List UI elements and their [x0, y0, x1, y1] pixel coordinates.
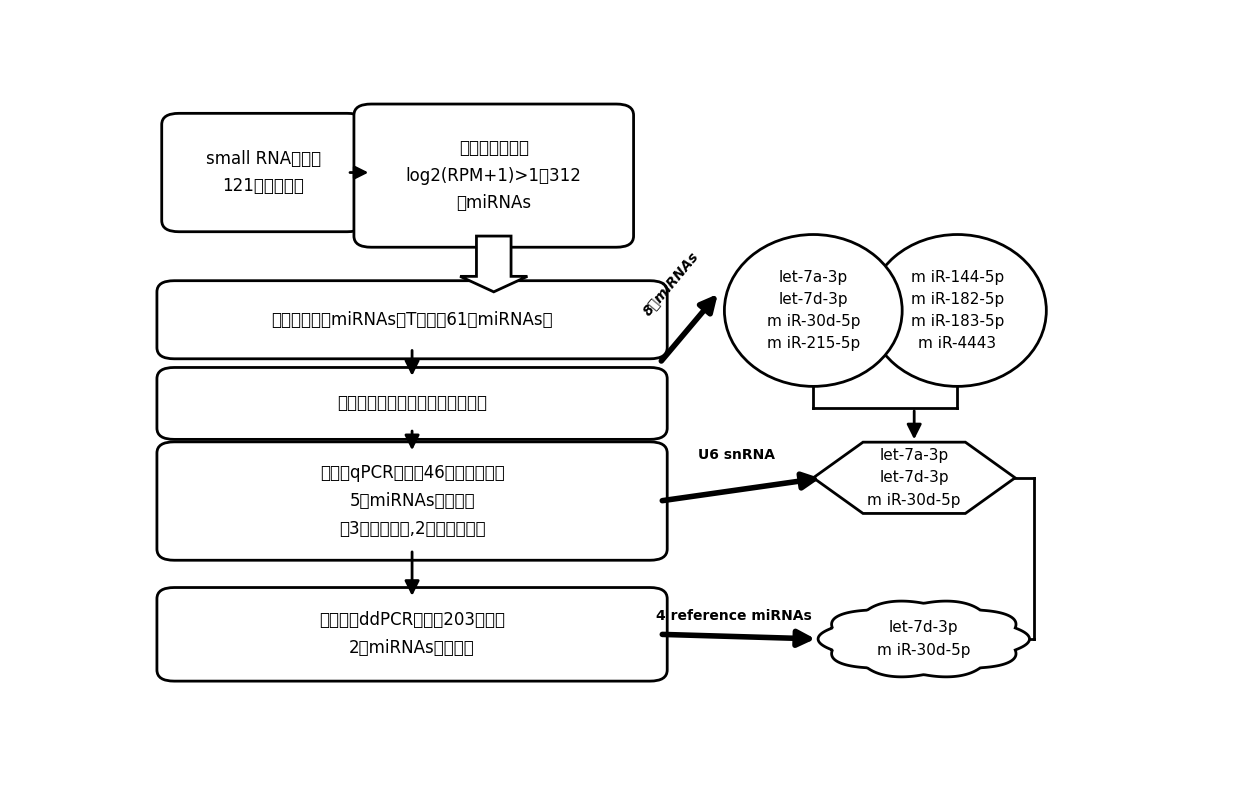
FancyBboxPatch shape	[157, 367, 667, 440]
FancyBboxPatch shape	[157, 588, 667, 681]
Text: 寻找差异表达miRNAs：T检验（61个miRNAs）: 寻找差异表达miRNAs：T检验（61个miRNAs）	[272, 311, 553, 328]
Polygon shape	[813, 442, 1016, 514]
Text: 8个miRNAs: 8个miRNAs	[640, 249, 701, 318]
Ellipse shape	[724, 234, 903, 386]
Text: 4 reference miRNAs: 4 reference miRNAs	[656, 609, 812, 623]
FancyBboxPatch shape	[161, 114, 365, 232]
FancyBboxPatch shape	[353, 104, 634, 247]
Text: m iR-144-5p
m iR-182-5p
m iR-183-5p
m iR-4443: m iR-144-5p m iR-182-5p m iR-183-5p m iR…	[910, 270, 1004, 351]
Text: small RNA测序：
121份血浆样本: small RNA测序： 121份血浆样本	[206, 150, 321, 196]
Text: let-7a-3p
let-7d-3p
m iR-30d-5p: let-7a-3p let-7d-3p m iR-30d-5p	[868, 448, 961, 507]
Text: 外泌体中ddPCR验证：203份血浆
2个miRNAs差异显著: 外泌体中ddPCR验证：203份血浆 2个miRNAs差异显著	[319, 612, 505, 657]
Text: 筛选最佳分类特征量：随机森林法: 筛选最佳分类特征量：随机森林法	[337, 394, 487, 412]
Text: U6 snRNA: U6 snRNA	[698, 448, 775, 462]
Ellipse shape	[868, 234, 1047, 386]
Text: 组织中qPCR验证：46对宫颈癌组织
5个miRNAs差异显著
（3个趋势一致,2个趋势相反）: 组织中qPCR验证：46对宫颈癌组织 5个miRNAs差异显著 （3个趋势一致,…	[320, 464, 505, 538]
Text: let-7a-3p
let-7d-3p
m iR-30d-5p
m iR-215-5p: let-7a-3p let-7d-3p m iR-30d-5p m iR-215…	[766, 270, 861, 351]
Polygon shape	[818, 601, 1029, 677]
FancyBboxPatch shape	[157, 442, 667, 560]
Text: 测序数据标准化
log2(RPM+1)>1：312
个miRNAs: 测序数据标准化 log2(RPM+1)>1：312 个miRNAs	[405, 138, 582, 213]
FancyBboxPatch shape	[157, 281, 667, 359]
Text: let-7d-3p
m iR-30d-5p: let-7d-3p m iR-30d-5p	[877, 621, 971, 658]
Polygon shape	[460, 236, 527, 292]
